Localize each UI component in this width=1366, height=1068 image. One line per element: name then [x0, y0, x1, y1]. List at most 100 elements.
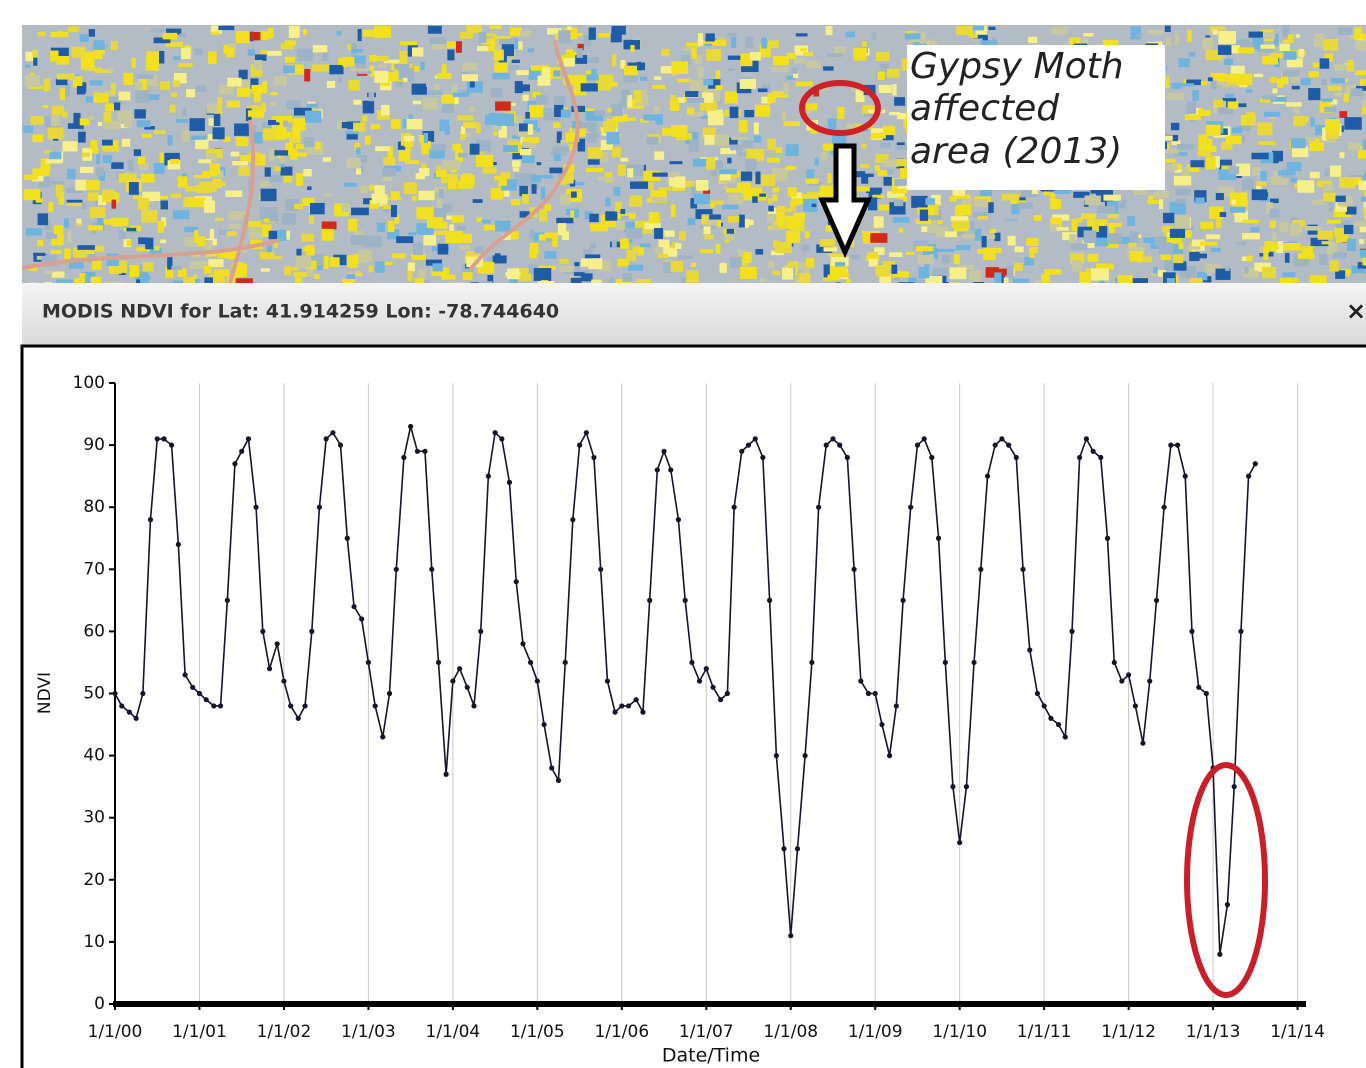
map-pixel — [1192, 90, 1199, 101]
map-pixel — [1288, 35, 1294, 40]
map-pixel — [1339, 152, 1344, 158]
data-point — [1246, 474, 1251, 479]
map-pixel — [195, 139, 208, 149]
map-pixel — [895, 145, 908, 150]
data-point — [1056, 722, 1061, 727]
data-point — [429, 567, 434, 572]
map-pixel — [679, 231, 686, 240]
map-pixel — [371, 124, 381, 129]
map-pixel — [860, 164, 869, 168]
map-pixel — [1153, 191, 1169, 198]
map-pixel — [683, 47, 692, 50]
map-pixel — [522, 194, 529, 204]
map-pixel — [801, 245, 809, 251]
data-point — [683, 598, 688, 603]
map-pixel — [1297, 180, 1314, 193]
map-pixel — [945, 231, 957, 237]
map-pixel — [637, 62, 641, 71]
map-pixel — [522, 95, 528, 101]
map-pixel — [894, 97, 905, 106]
map-pixel — [345, 131, 359, 134]
map-pixel — [1148, 30, 1164, 35]
data-point — [302, 703, 307, 708]
map-pixel — [1177, 144, 1194, 150]
map-pixel — [694, 194, 710, 204]
map-pixel — [675, 176, 685, 187]
map-pixel — [727, 33, 736, 37]
map-pixel — [1159, 245, 1173, 254]
map-pixel — [399, 51, 407, 64]
map-pixel — [796, 82, 813, 87]
map-pixel — [988, 202, 994, 213]
map-pixel — [704, 135, 714, 145]
map-pixel — [564, 58, 575, 67]
map-pixel — [983, 248, 995, 260]
map-pixel — [598, 33, 610, 37]
map-pixel — [649, 183, 654, 190]
map-pixel — [399, 150, 410, 161]
map-pixel — [879, 205, 890, 211]
map-pixel — [409, 114, 413, 118]
map-pixel — [80, 167, 93, 173]
map-pixel — [419, 135, 424, 143]
map-pixel — [1319, 254, 1328, 266]
x-tick-label: 1/1/13 — [1186, 1022, 1241, 1042]
y-tick-label: 30 — [83, 808, 105, 828]
map-pixel — [611, 26, 625, 35]
close-button[interactable]: × — [1346, 297, 1366, 325]
map-pixel — [623, 273, 632, 281]
map-pixel — [776, 213, 784, 226]
data-point — [140, 691, 145, 696]
map-pixel — [451, 84, 457, 92]
data-point — [499, 436, 504, 441]
map-pixel — [658, 254, 668, 258]
map-pixel — [812, 204, 817, 207]
map-pixel — [571, 191, 577, 197]
map-pixel — [194, 230, 198, 242]
map-pixel — [1071, 243, 1088, 249]
map-pixel — [1072, 260, 1082, 271]
map-pixel — [158, 221, 164, 233]
map-pixel — [1270, 77, 1277, 83]
map-pixel — [1004, 219, 1017, 222]
map-pixel — [591, 228, 608, 232]
map-pixel — [462, 63, 477, 70]
map-pixel — [612, 147, 621, 157]
map-pixel — [637, 247, 644, 255]
map-pixel — [728, 68, 735, 71]
y-tick-label: 90 — [83, 435, 105, 455]
map-pixel — [870, 233, 887, 243]
map-pixel — [621, 95, 626, 107]
map-pixel — [1246, 89, 1253, 93]
map-pixel — [767, 93, 775, 103]
map-pixel — [96, 154, 100, 164]
map-pixel — [1351, 88, 1363, 96]
map-pixel — [1273, 171, 1278, 184]
map-pixel — [1148, 195, 1153, 200]
map-pixel — [44, 78, 51, 91]
map-pixel — [700, 249, 713, 253]
map-pixel — [1252, 167, 1260, 176]
map-pixel — [776, 208, 792, 212]
map-pixel — [1174, 176, 1191, 186]
data-point — [908, 505, 913, 510]
map-pixel — [80, 118, 90, 125]
map-pixel — [260, 181, 269, 187]
data-point — [655, 467, 660, 472]
map-pixel — [1084, 195, 1100, 204]
map-pixel — [1159, 199, 1163, 209]
map-pixel — [1084, 230, 1097, 243]
map-pixel — [1220, 212, 1227, 217]
map-pixel — [485, 115, 498, 125]
map-pixel — [462, 74, 478, 81]
y-tick-label: 60 — [83, 621, 105, 641]
map-pixel — [301, 234, 314, 242]
map-pixel — [128, 159, 134, 170]
map-pixel — [1254, 74, 1263, 77]
data-point — [1027, 647, 1032, 652]
map-pixel — [661, 49, 669, 56]
map-pixel — [951, 216, 968, 221]
data-point — [971, 660, 976, 665]
data-point — [288, 703, 293, 708]
map-pixel — [292, 127, 300, 139]
